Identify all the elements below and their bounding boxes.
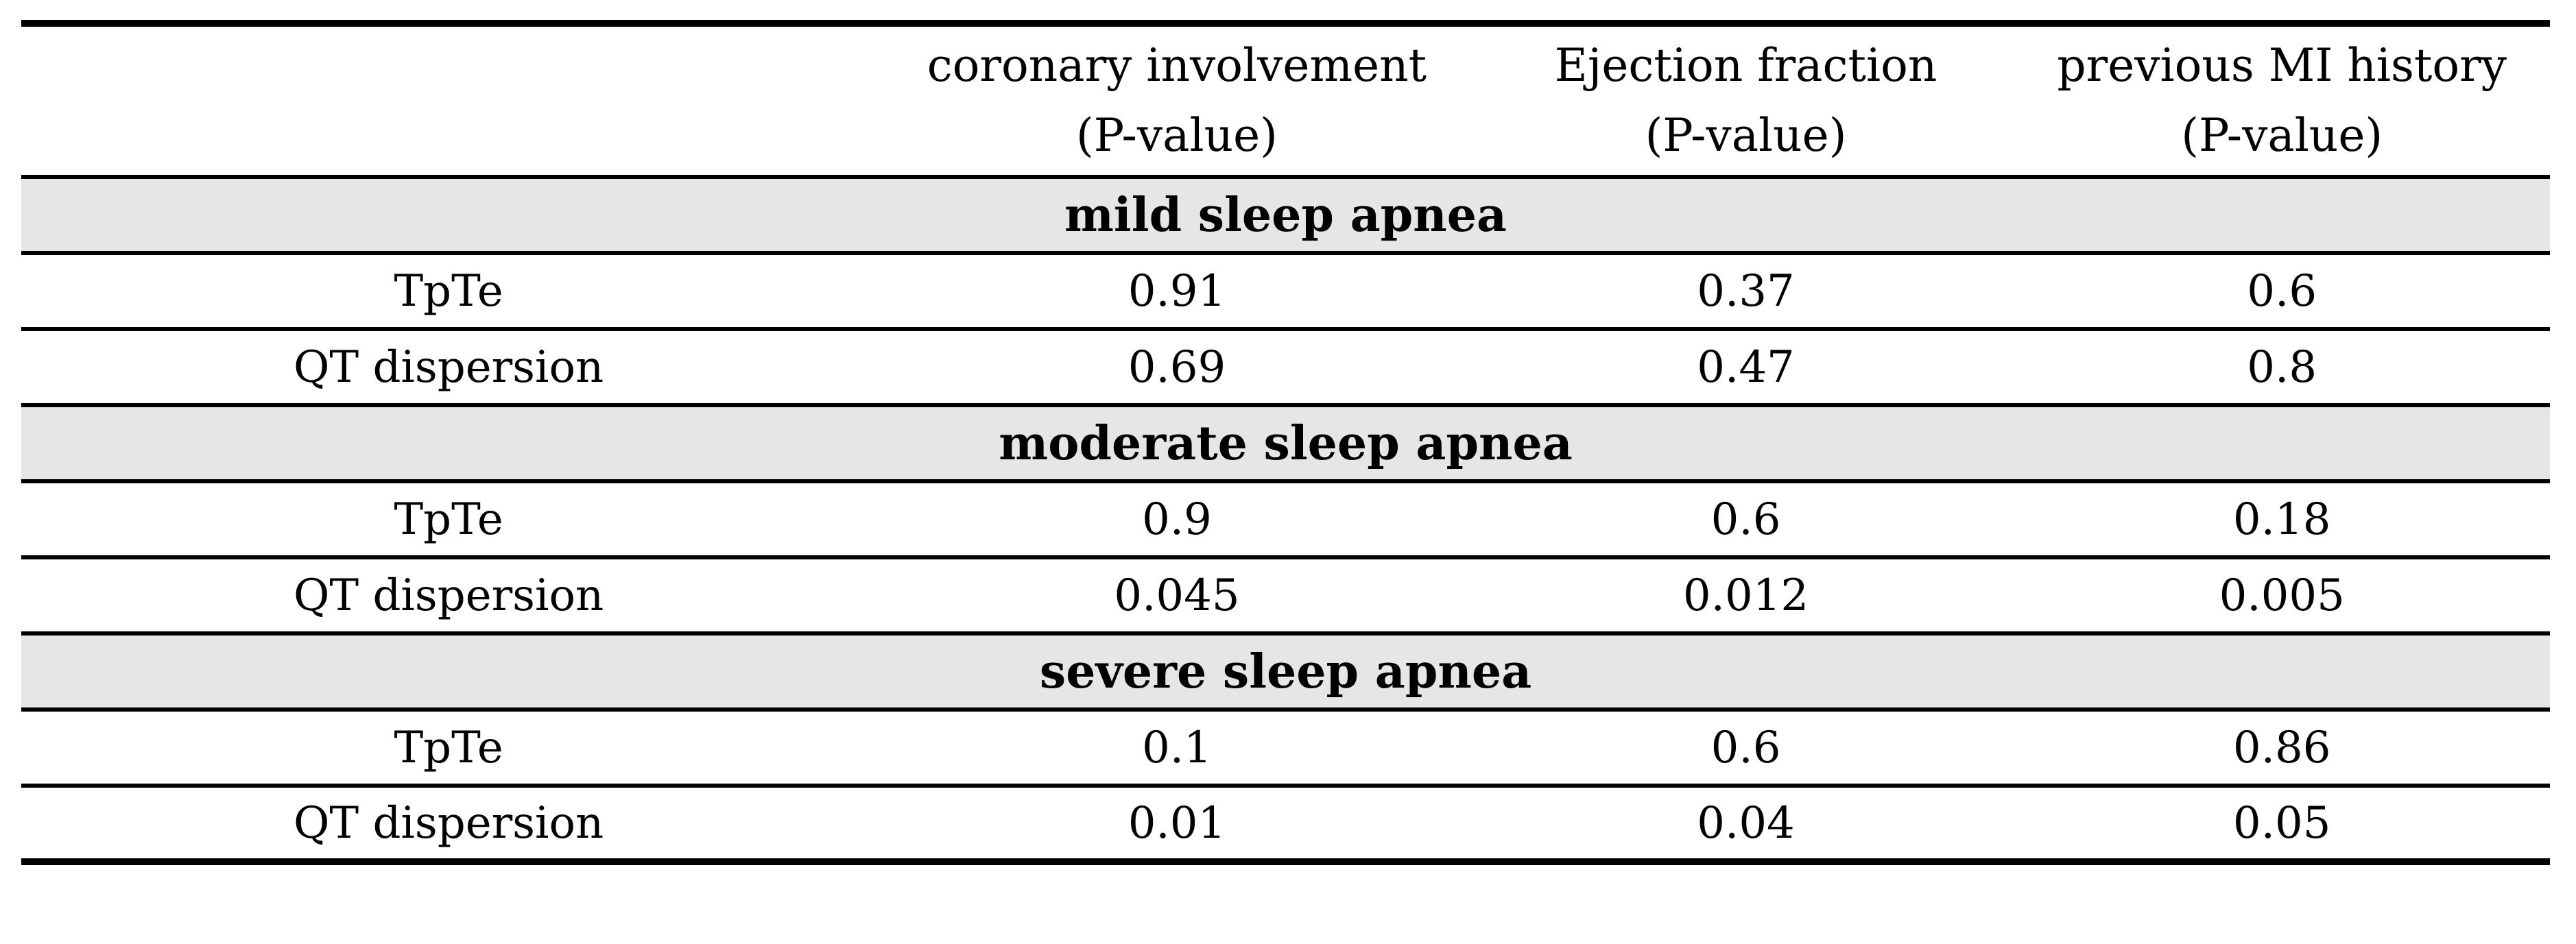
row-label: TpTe bbox=[394, 494, 503, 545]
cell-value: 0.005 bbox=[2219, 570, 2345, 621]
table-row-severe-tpte: TpTe 0.1 0.6 0.86 bbox=[21, 710, 2550, 786]
cell-value: 0.012 bbox=[1682, 570, 1809, 621]
column-header-line1: Ejection fraction bbox=[1554, 38, 1937, 92]
column-header-line1: coronary involvement bbox=[927, 38, 1427, 92]
cell-value: 0.86 bbox=[2232, 722, 2331, 773]
table-row-moderate-qt-dispersion: QT dispersion 0.045 0.012 0.005 bbox=[21, 557, 2550, 633]
corner-cell bbox=[21, 23, 876, 177]
section-title: moderate sleep apnea bbox=[999, 415, 1573, 471]
column-header-line1: previous MI history bbox=[2057, 38, 2507, 92]
cell-value: 0.6 bbox=[1710, 722, 1781, 773]
cell-value: 0.9 bbox=[1142, 494, 1212, 545]
cell-value: 0.6 bbox=[1710, 494, 1781, 545]
row-label: QT dispersion bbox=[293, 570, 604, 621]
cell-value: 0.8 bbox=[2247, 341, 2317, 393]
row-label: TpTe bbox=[394, 265, 503, 317]
column-header-line2: (P-value) bbox=[2181, 109, 2383, 162]
header-row: coronary involvement (P-value) Ejection … bbox=[21, 23, 2550, 177]
section-header-mild-sleep-apnea: mild sleep apnea bbox=[21, 177, 2550, 253]
cell-value: 0.05 bbox=[2232, 797, 2331, 849]
section-title: mild sleep apnea bbox=[1064, 187, 1507, 243]
cell-value: 0.6 bbox=[2247, 265, 2317, 317]
table-row-moderate-tpte: TpTe 0.9 0.6 0.18 bbox=[21, 481, 2550, 557]
table-row-mild-qt-dispersion: QT dispersion 0.69 0.47 0.8 bbox=[21, 329, 2550, 405]
cell-value: 0.69 bbox=[1128, 341, 1226, 393]
cell-value: 0.045 bbox=[1114, 570, 1240, 621]
results-table: coronary involvement (P-value) Ejection … bbox=[21, 20, 2550, 865]
section-title: severe sleep apnea bbox=[1039, 644, 1532, 699]
cell-value: 0.91 bbox=[1128, 265, 1226, 317]
cell-value: 0.1 bbox=[1142, 722, 1212, 773]
cell-value: 0.18 bbox=[2232, 494, 2331, 545]
cell-value: 0.37 bbox=[1697, 265, 1795, 317]
row-label: QT dispersion bbox=[293, 341, 604, 393]
cell-value: 0.01 bbox=[1128, 797, 1226, 849]
section-header-moderate-sleep-apnea: moderate sleep apnea bbox=[21, 405, 2550, 481]
row-label: TpTe bbox=[394, 722, 503, 773]
section-header-severe-sleep-apnea: severe sleep apnea bbox=[21, 633, 2550, 710]
table-row-severe-qt-dispersion: QT dispersion 0.01 0.04 0.05 bbox=[21, 786, 2550, 862]
column-header-coronary-involvement: coronary involvement (P-value) bbox=[876, 23, 1478, 177]
cell-value: 0.04 bbox=[1697, 797, 1795, 849]
row-label: QT dispersion bbox=[293, 797, 604, 849]
page: coronary involvement (P-value) Ejection … bbox=[21, 20, 2550, 865]
column-header-ejection-fraction: Ejection fraction (P-value) bbox=[1478, 23, 2014, 177]
cell-value: 0.47 bbox=[1697, 341, 1795, 393]
column-header-previous-mi-history: previous MI history (P-value) bbox=[2014, 23, 2550, 177]
table-row-mild-tpte: TpTe 0.91 0.37 0.6 bbox=[21, 253, 2550, 329]
column-header-line2: (P-value) bbox=[1645, 109, 1847, 162]
column-header-line2: (P-value) bbox=[1076, 109, 1278, 162]
